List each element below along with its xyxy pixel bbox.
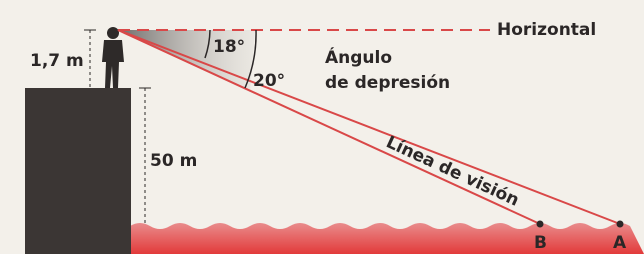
cliff xyxy=(25,88,131,254)
horizontal-label: Horizontal xyxy=(497,20,596,40)
angle-label-line1: Ángulo xyxy=(325,46,392,68)
observer-height-label: 1,7 m xyxy=(30,51,84,71)
sea xyxy=(130,223,644,254)
diagram: Horizontal 1,7 m 50 m 18° 20° Ángulo de … xyxy=(0,0,644,254)
angle-18-label: 18° xyxy=(213,37,245,57)
point-a-label: A xyxy=(613,233,627,253)
point-b-label: B xyxy=(534,233,547,253)
point-a xyxy=(617,221,624,228)
point-b xyxy=(537,221,544,228)
angle-20-label: 20° xyxy=(253,71,285,91)
cliff-height-label: 50 m xyxy=(150,151,197,171)
angle-label-line2: de depresión xyxy=(325,73,450,93)
